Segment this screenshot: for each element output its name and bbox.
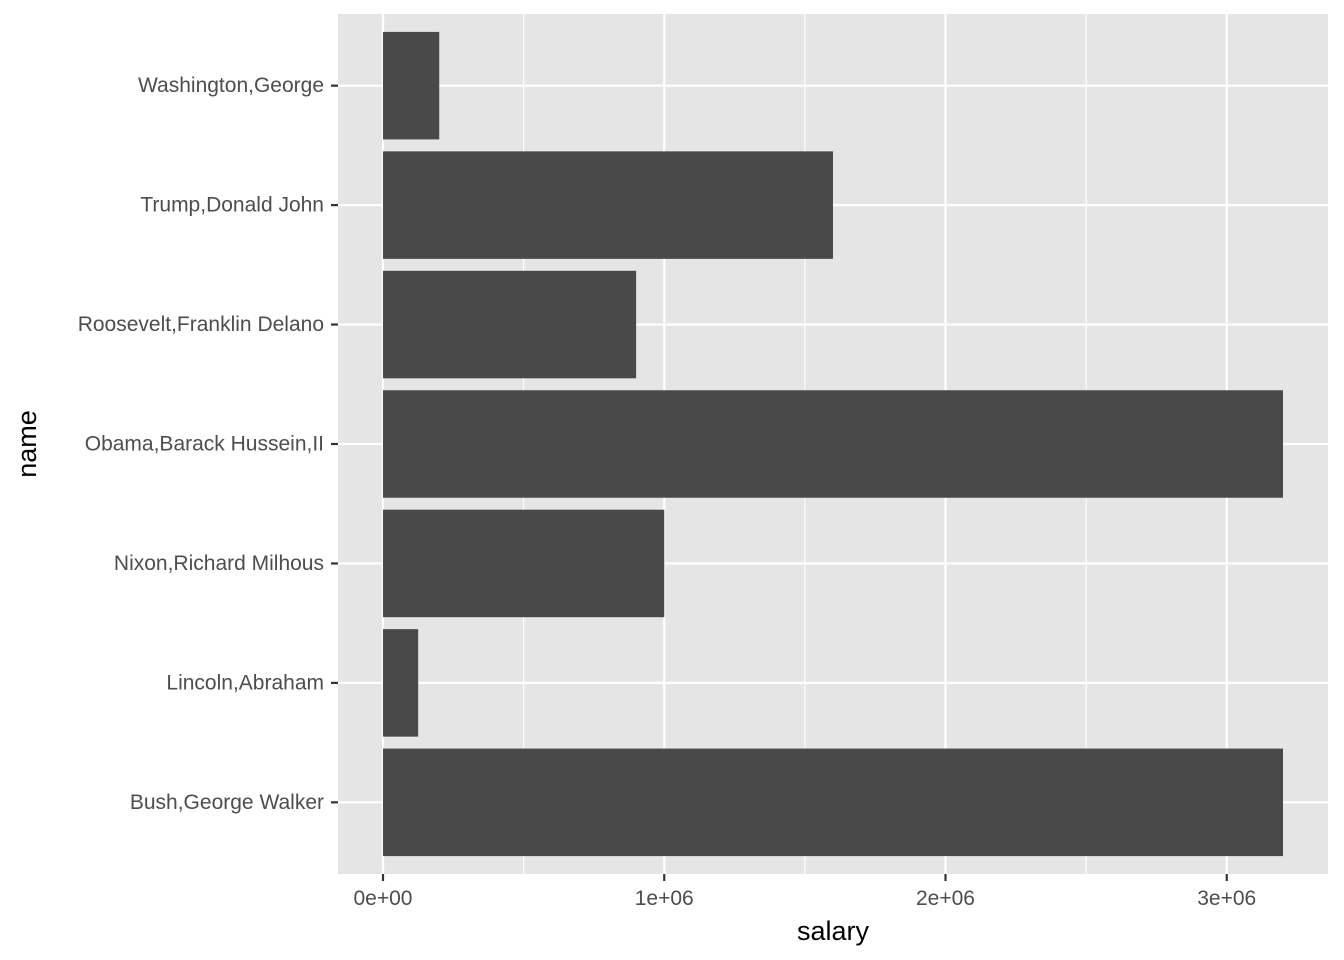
y-tick-label: Lincoln,Abraham (166, 671, 324, 694)
y-tick-label: Bush,George Walker (130, 791, 324, 814)
bar (383, 629, 419, 737)
y-tick-label: Roosevelt,Franklin Delano (78, 313, 324, 336)
x-tick-label: 3e+06 (1197, 887, 1256, 910)
bar (383, 390, 1283, 498)
y-tick-label: Trump,Donald John (140, 194, 324, 217)
bar (383, 270, 637, 379)
y-tick-label: Washington,George (138, 74, 324, 97)
bar (383, 31, 440, 140)
bar (383, 748, 1283, 857)
bar (383, 509, 665, 618)
bar (383, 151, 833, 259)
y-tick-label: Obama,Barack Hussein,II (85, 433, 324, 456)
x-axis-title: salary (797, 916, 870, 946)
y-tick-label: Nixon,Richard Milhous (114, 552, 324, 575)
x-tick-label: 0e+00 (354, 887, 413, 910)
bars (383, 31, 1283, 857)
y-axis-title: name (12, 410, 42, 478)
x-axis: 0e+00 1e+06 2e+06 3e+06 (354, 874, 1256, 910)
y-axis: Bush,George Walker Lincoln,Abraham Nixon,R… (78, 74, 338, 814)
x-tick-label: 1e+06 (635, 887, 694, 910)
x-tick-label: 2e+06 (916, 887, 975, 910)
